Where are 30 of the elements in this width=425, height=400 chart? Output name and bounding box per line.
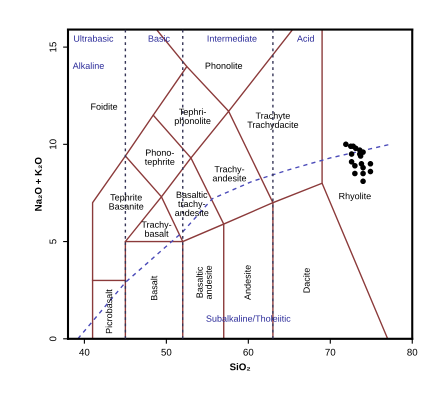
- annotation: Trachy- basalt: [142, 221, 172, 237]
- annotation: Basaltic trachy- andesite: [175, 191, 208, 216]
- annotation: Intermediate: [208, 35, 257, 42]
- x-tick-label: 80: [407, 348, 418, 356]
- annotation: Trachyte Trachydacite: [247, 112, 298, 130]
- x-tick-label: 60: [243, 348, 254, 356]
- x-tick-label: 50: [161, 348, 172, 356]
- annotation: Phonolite: [206, 62, 242, 69]
- annotation: Picrobasalt: [106, 289, 112, 334]
- annotation: Acid: [296, 35, 314, 42]
- annotation: Alkaline: [72, 62, 104, 69]
- annotation: Trachy- andesite: [212, 166, 246, 182]
- annotation: Rhyolite: [339, 192, 371, 202]
- x-tick-label: 70: [325, 348, 336, 356]
- annotation: Andesite: [244, 265, 251, 300]
- annotation: Phono- tephrite: [144, 149, 174, 167]
- annotation: Tephrite Basanite: [109, 194, 144, 210]
- annotation: Basalt: [150, 276, 158, 300]
- annotation: Basaltic andesite: [196, 266, 212, 300]
- x-tick-label: 40: [79, 348, 90, 356]
- annotation: Tephri- phonolite: [174, 108, 211, 126]
- y-tick-label: 15: [50, 42, 56, 52]
- y-tick-label: 10: [49, 139, 56, 149]
- annotation: Dacite: [303, 268, 310, 293]
- annotation: Ultrabasic: [74, 35, 114, 42]
- annotation: Foidite: [91, 103, 118, 110]
- y-axis-title: Na₂O + K₂O: [34, 157, 42, 211]
- x-axis-title: SiO₂: [230, 363, 250, 370]
- y-tick-label: 5: [50, 239, 56, 244]
- y-tick-label: 0: [49, 336, 56, 342]
